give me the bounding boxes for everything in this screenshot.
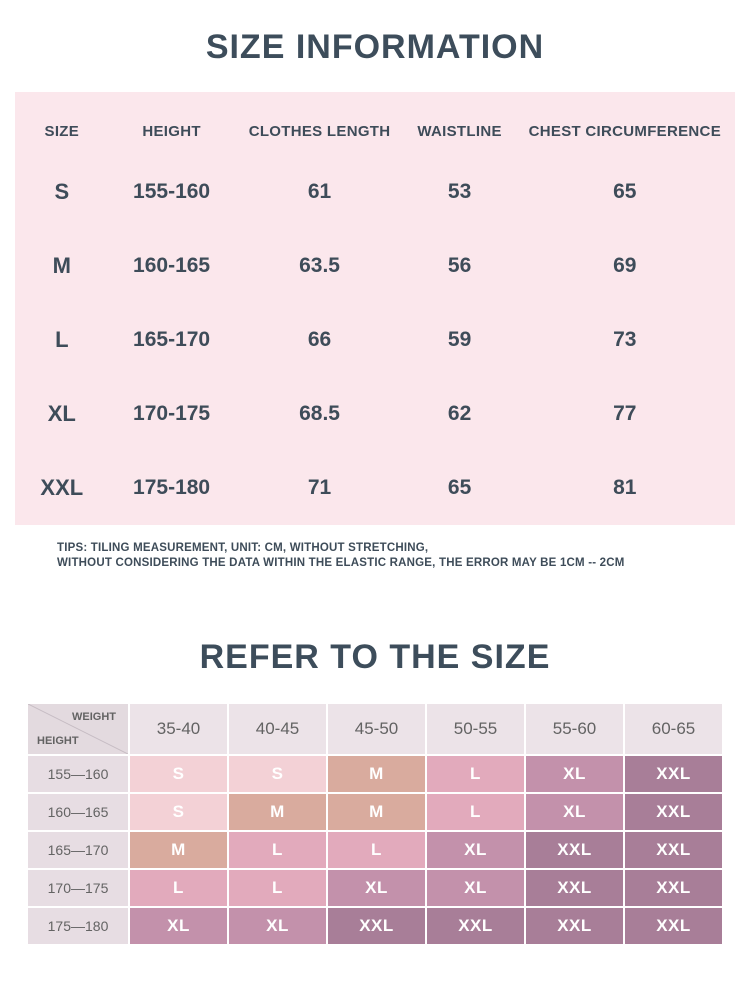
tips-line-2: WITHOUT CONSIDERING THE DATA WITHIN THE … (57, 557, 625, 569)
size-cell: XXL (625, 832, 722, 868)
size-cell: M (328, 794, 425, 830)
size-cell: L (328, 832, 425, 868)
size-cell: XL (427, 870, 524, 906)
height-header: 160—165 (28, 794, 128, 830)
weight-header: 50-55 (427, 704, 524, 754)
table-row: XL 170-175 68.5 62 77 (15, 377, 735, 451)
chest-value: 77 (613, 402, 637, 425)
chest-value: 73 (613, 328, 637, 351)
size-label: S (54, 179, 70, 204)
clothes-length-value: 63.5 (299, 254, 340, 277)
size-label: XL (47, 401, 76, 426)
table-row: L 165-170 66 59 73 (15, 303, 735, 377)
height-value: 155-160 (133, 180, 211, 203)
size-cell: XXL (526, 908, 623, 944)
chest-value: 65 (613, 180, 637, 203)
height-header: 175—180 (28, 908, 128, 944)
chest-value: 69 (613, 254, 637, 277)
size-label: XXL (40, 475, 84, 500)
size-cell: L (427, 794, 524, 830)
size-cell: M (328, 756, 425, 792)
diagonal-divider (28, 704, 128, 754)
refer-to-size-title: REFER TO THE SIZE (199, 638, 551, 676)
waistline-value: 53 (447, 180, 472, 203)
size-cell: M (229, 794, 326, 830)
size-cell: XL (229, 908, 326, 944)
size-cell: XXL (328, 908, 425, 944)
weight-header: 40-45 (229, 704, 326, 754)
clothes-length-value: 71 (307, 476, 332, 499)
height-value: 160-165 (133, 254, 211, 277)
size-cell: XXL (625, 870, 722, 906)
height-header: 170—175 (28, 870, 128, 906)
size-cell: XXL (526, 832, 623, 868)
tips-note: TIPS: TILING MEASUREMENT, UNIT: CM, WITH… (57, 541, 717, 571)
size-cell: XXL (625, 908, 722, 944)
size-table: SIZE HEIGHT CLOTHES LENGTH WAISTLINE CHE… (15, 92, 735, 525)
waistline-value: 56 (447, 254, 472, 277)
size-cell: XXL (625, 794, 722, 830)
height-value: 170-175 (133, 402, 211, 425)
corner-weight-label: WEIGHT (72, 711, 116, 723)
size-cell: M (130, 832, 227, 868)
size-cell: S (229, 756, 326, 792)
tips-line-1: TIPS: TILING MEASUREMENT, UNIT: CM, WITH… (57, 542, 429, 554)
size-cell: L (229, 832, 326, 868)
height-header: 165—170 (28, 832, 128, 868)
column-header-size: SIZE (44, 123, 80, 140)
size-cell: XL (526, 756, 623, 792)
clothes-length-value: 66 (307, 328, 332, 351)
column-header-waistline: WAISTLINE (417, 123, 502, 140)
chest-value: 81 (613, 476, 637, 499)
size-cell: XL (427, 832, 524, 868)
weight-header: 45-50 (328, 704, 425, 754)
size-cell: L (427, 756, 524, 792)
size-information-title: SIZE INFORMATION (205, 28, 545, 66)
refer-size-table: WEIGHT HEIGHT 35-40 40-45 45-50 50-55 55… (28, 704, 722, 944)
corner-header-cell: WEIGHT HEIGHT (28, 704, 128, 754)
size-cell: S (130, 794, 227, 830)
clothes-length-value: 68.5 (299, 402, 340, 425)
waistline-value: 65 (447, 476, 472, 499)
size-cell: XXL (625, 756, 722, 792)
size-cell: XXL (427, 908, 524, 944)
weight-header: 35-40 (130, 704, 227, 754)
table-row: S 155-160 61 53 65 (15, 155, 735, 229)
waistline-value: 62 (447, 402, 472, 425)
size-label: L (55, 327, 69, 352)
size-table-header-row: SIZE HEIGHT CLOTHES LENGTH WAISTLINE CHE… (15, 92, 735, 155)
table-row: XXL 175-180 71 65 81 (15, 451, 735, 525)
size-cell: XL (526, 794, 623, 830)
column-header-clothes-length: CLOTHES LENGTH (248, 123, 391, 140)
waistline-value: 59 (447, 328, 472, 351)
height-header: 155—160 (28, 756, 128, 792)
table-row: M 160-165 63.5 56 69 (15, 229, 735, 303)
size-cell: L (229, 870, 326, 906)
height-value: 175-180 (133, 476, 211, 499)
size-cell: XL (130, 908, 227, 944)
size-cell: L (130, 870, 227, 906)
size-cell: XXL (526, 870, 623, 906)
corner-height-label: HEIGHT (37, 735, 79, 747)
size-label: M (52, 253, 71, 278)
weight-header: 55-60 (526, 704, 623, 754)
column-header-height: HEIGHT (142, 123, 201, 140)
weight-header: 60-65 (625, 704, 722, 754)
height-value: 165-170 (133, 328, 211, 351)
size-cell: XL (328, 870, 425, 906)
size-cell: S (130, 756, 227, 792)
clothes-length-value: 61 (307, 180, 332, 203)
column-header-chest-circumference: CHEST CIRCUMFERENCE (528, 123, 721, 140)
